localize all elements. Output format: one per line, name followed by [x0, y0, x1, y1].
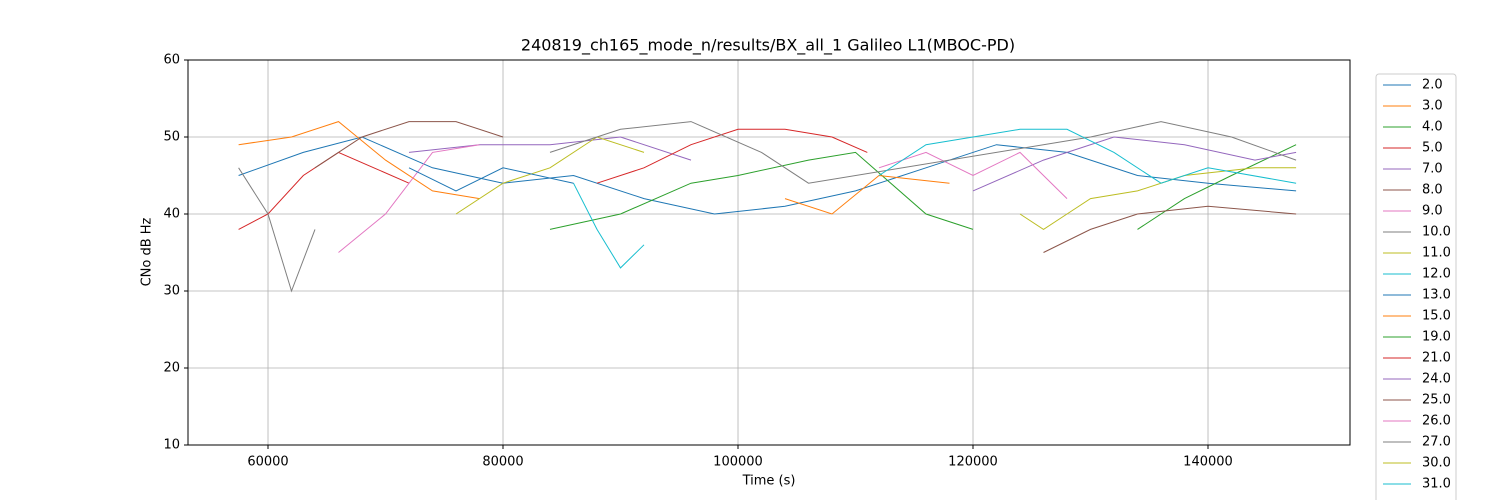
series-line [314, 121, 504, 169]
legend-label: 15.0 [1422, 309, 1451, 324]
y-tick-label: 50 [163, 130, 180, 145]
series-line [1043, 205, 1297, 253]
x-tick-label: 80000 [482, 455, 523, 470]
y-tick-label: 60 [163, 53, 180, 68]
x-tick-label: 120000 [948, 455, 998, 470]
x-tick-label: 140000 [1183, 455, 1233, 470]
series-line [238, 167, 316, 293]
legend-label: 25.0 [1422, 393, 1451, 408]
legend-label: 31.0 [1422, 477, 1451, 492]
series-line [878, 151, 1068, 199]
series-line [408, 167, 574, 192]
x-tick-label: 60000 [247, 455, 288, 470]
legend-label: 4.0 [1422, 120, 1443, 135]
series-line [573, 182, 645, 269]
series-line [1137, 144, 1297, 230]
series-line [455, 136, 645, 215]
legend-label: 13.0 [1422, 288, 1451, 303]
legend-label: 26.0 [1422, 414, 1451, 429]
legend-label: 12.0 [1422, 267, 1451, 282]
series-line [972, 136, 1297, 192]
y-tick-label: 20 [163, 361, 180, 376]
legend-label: 5.0 [1422, 141, 1443, 156]
legend-label: 11.0 [1422, 246, 1451, 261]
legend-label: 3.0 [1422, 99, 1443, 114]
x-tick-label: 100000 [713, 455, 763, 470]
chart-title: 240819_ch165_mode_n/results/BX_all_1 Gal… [521, 36, 1015, 56]
legend-box [1375, 73, 1457, 500]
legend-label: 2.0 [1422, 78, 1443, 93]
y-axis-label: CNo dB Hz [140, 217, 155, 286]
series-line [238, 136, 1297, 215]
series-line [878, 128, 1297, 184]
series-line [1019, 167, 1297, 230]
legend-label: 8.0 [1422, 183, 1443, 198]
legend-label: 30.0 [1422, 456, 1451, 471]
series-line [408, 136, 692, 161]
legend-label: 21.0 [1422, 351, 1451, 366]
y-tick-label: 30 [163, 284, 180, 299]
x-axis-label: Time (s) [742, 474, 796, 489]
legend-label: 27.0 [1422, 435, 1451, 450]
series-line [596, 128, 868, 184]
series-line [238, 151, 410, 230]
series-line [238, 121, 480, 200]
series-line [549, 151, 974, 230]
y-tick-label: 40 [163, 207, 180, 222]
series-line [784, 174, 950, 215]
series-line [549, 121, 1297, 184]
series-line [338, 144, 480, 253]
legend-label: 7.0 [1422, 162, 1443, 177]
y-tick-label: 10 [163, 438, 180, 453]
legend-label: 9.0 [1422, 204, 1443, 219]
legend-label: 24.0 [1422, 372, 1451, 387]
plot-frame [187, 59, 1351, 446]
legend-label: 10.0 [1422, 225, 1451, 240]
legend-label: 19.0 [1422, 330, 1451, 345]
